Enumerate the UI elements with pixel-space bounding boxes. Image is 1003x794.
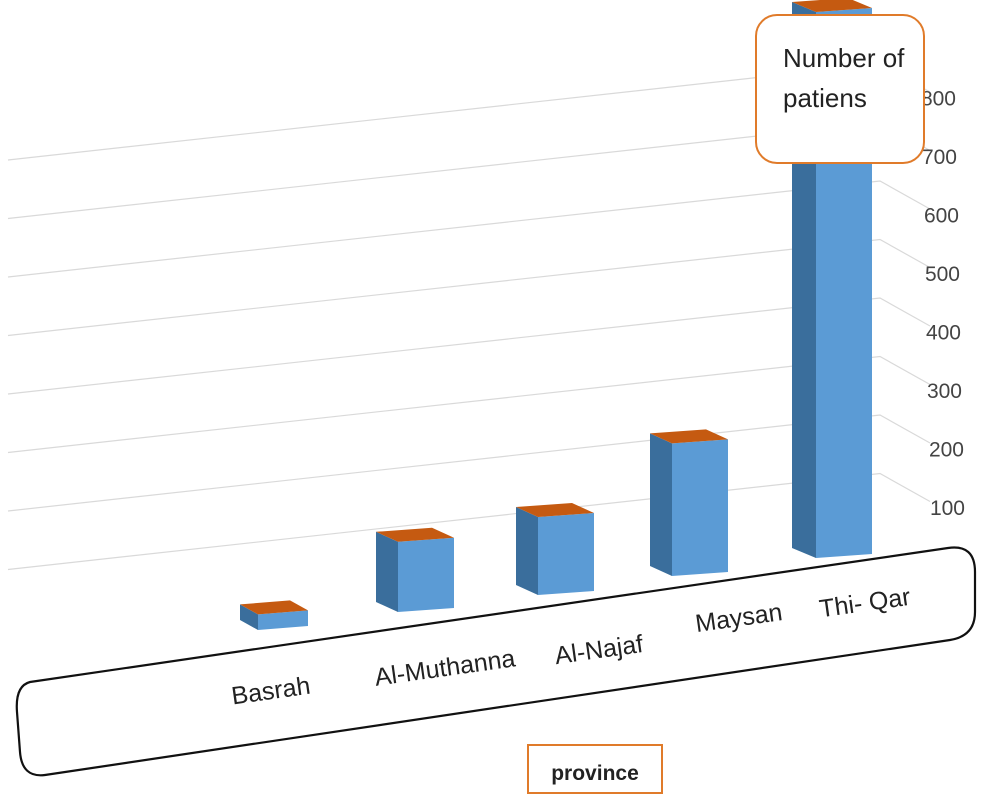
gridline bbox=[7, 355, 931, 454]
y-tick-label: 300 bbox=[927, 380, 962, 403]
bar-front bbox=[258, 610, 308, 630]
y-tick-label: 700 bbox=[922, 146, 957, 169]
bar-top bbox=[516, 503, 594, 517]
y-tick-labels: 100 200 300 400 500 600 700 800 bbox=[921, 88, 965, 521]
y-tick-label: 500 bbox=[925, 263, 960, 286]
chart-floor bbox=[15, 546, 977, 777]
bar-top bbox=[240, 600, 308, 615]
bar-side bbox=[650, 433, 672, 576]
y-tick-label: 400 bbox=[926, 322, 961, 345]
y-axis-title: Number of patiens bbox=[755, 14, 925, 164]
gridline bbox=[7, 238, 931, 337]
bar-front bbox=[672, 439, 728, 576]
bar bbox=[516, 503, 594, 595]
bar-side bbox=[376, 531, 398, 612]
y-tick-label: 800 bbox=[921, 88, 956, 111]
y-tick-label: 600 bbox=[924, 205, 959, 228]
y-tick-label: 200 bbox=[929, 439, 964, 462]
bar-side bbox=[240, 604, 258, 630]
chart-floor-outline bbox=[15, 546, 977, 777]
bar-front bbox=[538, 513, 594, 595]
gridline bbox=[7, 297, 931, 395]
bar-side bbox=[516, 507, 538, 595]
y-tick-label: 100 bbox=[930, 497, 965, 520]
gridline bbox=[7, 414, 931, 512]
bar-top bbox=[376, 527, 454, 542]
bar bbox=[650, 429, 728, 576]
bar-top bbox=[650, 429, 728, 444]
x-axis-title-text: province bbox=[551, 762, 639, 785]
y-axis-title-text: Number of patiens bbox=[783, 43, 905, 113]
gridline bbox=[7, 180, 931, 278]
gridline bbox=[7, 472, 931, 571]
bar-top bbox=[792, 0, 872, 12]
bar bbox=[376, 527, 454, 612]
bar bbox=[240, 600, 308, 630]
gridlines bbox=[7, 63, 931, 571]
bar-front bbox=[398, 537, 454, 612]
x-axis-title: province bbox=[527, 744, 663, 794]
